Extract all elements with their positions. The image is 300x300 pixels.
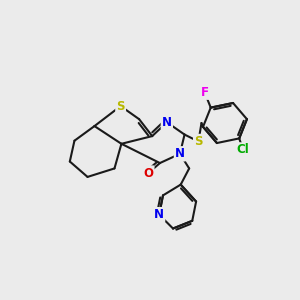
Text: S: S bbox=[194, 135, 203, 148]
Text: S: S bbox=[116, 100, 125, 112]
Text: N: N bbox=[175, 147, 185, 160]
Text: N: N bbox=[162, 116, 172, 129]
Text: Cl: Cl bbox=[237, 143, 249, 157]
Text: N: N bbox=[154, 208, 164, 221]
Text: O: O bbox=[143, 167, 153, 180]
Text: F: F bbox=[201, 86, 208, 99]
